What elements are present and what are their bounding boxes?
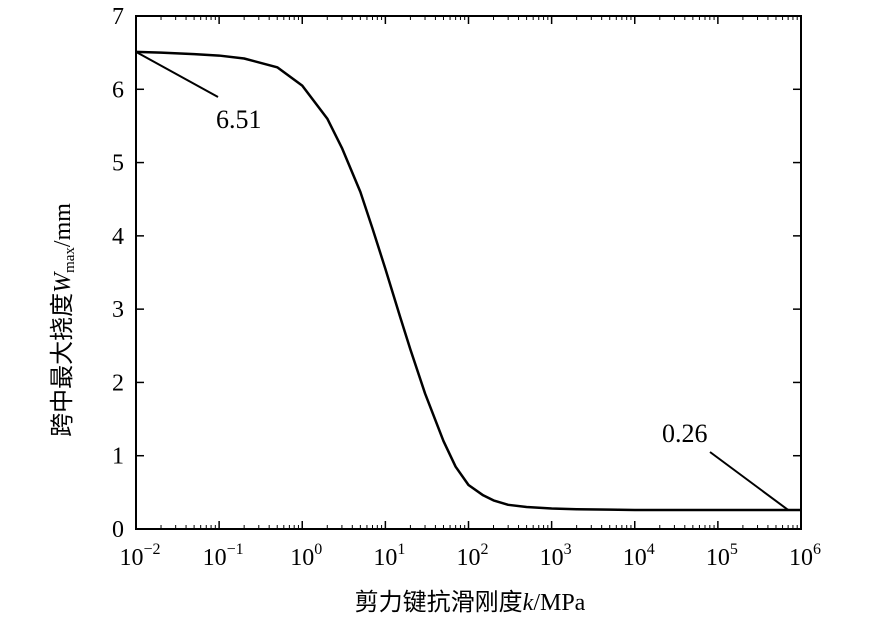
x-tick-label: 103 — [540, 541, 572, 571]
y-tick-label: 5 — [112, 151, 124, 177]
plot-border — [135, 15, 802, 530]
annotation-layer: 6.51 0.26 — [135, 51, 789, 511]
x-tick-label: 101 — [373, 541, 405, 571]
plot-area — [135, 15, 802, 530]
x-tick-label: 106 — [789, 541, 821, 571]
y-tick-label: 4 — [112, 224, 124, 250]
y-tick-label: 1 — [112, 444, 124, 470]
y-tick-label: 6 — [112, 77, 124, 103]
y-tick-label: 2 — [112, 370, 124, 396]
y-axis-title-sub: max — [62, 247, 78, 273]
y-axis-title: 跨中最大挠度Wmax/mm — [49, 203, 78, 437]
x-axis-title-text: 剪力键抗滑刚度 — [355, 589, 523, 616]
y-axis-title-var: W — [50, 271, 76, 293]
annotation-leader — [709, 451, 789, 511]
x-axis-title-unit: /MPa — [533, 590, 585, 616]
series-layer — [135, 50, 801, 512]
annotation-leader — [135, 51, 219, 98]
y-tick-label: 7 — [112, 4, 124, 30]
y-axis-title-text: 跨中最大挠度 — [49, 293, 76, 437]
x-tick-label: 102 — [457, 541, 489, 571]
x-tick-label: 10−1 — [203, 541, 244, 571]
x-tick-label: 100 — [290, 541, 322, 571]
x-axis-title-var: k — [523, 590, 534, 616]
series-line-0 — [135, 50, 801, 512]
y-axis-title-unit: /mm — [50, 203, 76, 247]
annotation-label: 0.26 — [662, 419, 708, 448]
x-axis: 10−2 10−1 100 101 102 103 104 105 106 — [119, 16, 821, 571]
x-tick-label: 105 — [706, 541, 738, 571]
x-tick-label: 104 — [623, 541, 655, 571]
annotation-label: 6.51 — [216, 105, 262, 134]
y-tick-label: 3 — [112, 297, 124, 323]
y-axis: 0 1 2 3 4 5 6 7 — [112, 4, 801, 543]
x-axis-title: 剪力键抗滑刚度k/MPa — [355, 589, 586, 616]
y-tick-label: 0 — [112, 517, 124, 543]
x-tick-label: 10−2 — [119, 541, 160, 571]
